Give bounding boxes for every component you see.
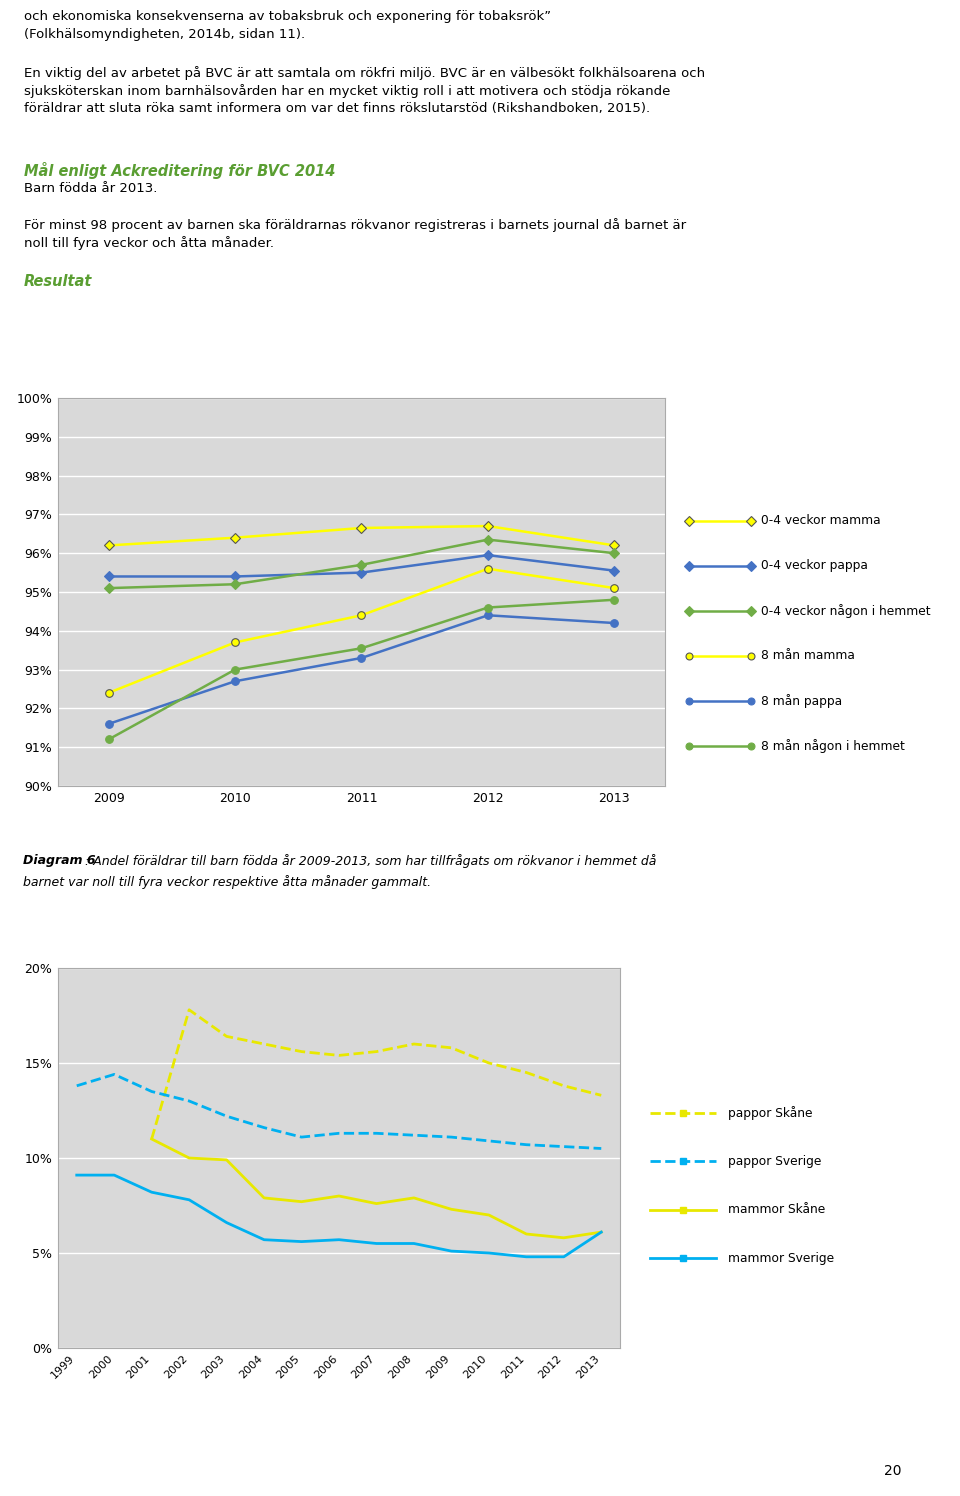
Text: barnet var noll till fyra veckor respektive åtta månader gammalt.: barnet var noll till fyra veckor respekt… [23, 875, 431, 889]
Text: Barn födda år 2013.: Barn födda år 2013. [24, 183, 157, 194]
Text: mammor Skåne: mammor Skåne [728, 1203, 825, 1216]
Text: pappor Skåne: pappor Skåne [728, 1106, 812, 1121]
Text: föräldrar att sluta röka samt informera om var det finns rökslutarstöd (Rikshand: föräldrar att sluta röka samt informera … [24, 102, 650, 115]
Text: 8 mån pappa: 8 mån pappa [761, 694, 843, 708]
Text: Mål enligt Ackreditering för BVC 2014: Mål enligt Ackreditering för BVC 2014 [24, 162, 335, 180]
Text: sjuksköterskan inom barnhälsovården har en mycket viktig roll i att motivera och: sjuksköterskan inom barnhälsovården har … [24, 84, 670, 97]
Text: noll till fyra veckor och åtta månader.: noll till fyra veckor och åtta månader. [24, 236, 274, 250]
Text: 0-4 veckor mamma: 0-4 veckor mamma [761, 515, 881, 528]
Text: : Andel föräldrar till barn födda år 2009-2013, som har tillfrågats om rökvanor : : Andel föräldrar till barn födda år 200… [85, 854, 657, 868]
Text: Diagram 6: Diagram 6 [23, 854, 96, 868]
Text: 8 mån någon i hemmet: 8 mån någon i hemmet [761, 739, 905, 752]
Text: (Folkhälsomyndigheten, 2014b, sidan 11).: (Folkhälsomyndigheten, 2014b, sidan 11). [24, 28, 305, 40]
Text: 0-4 veckor någon i hemmet: 0-4 veckor någon i hemmet [761, 604, 931, 618]
Text: och ekonomiska konsekvenserna av tobaksbruk och exponering för tobaksrök”: och ekonomiska konsekvenserna av tobaksb… [24, 10, 551, 22]
Text: mammor Sverige: mammor Sverige [728, 1252, 834, 1264]
Text: Resultat: Resultat [24, 274, 92, 289]
Text: En viktig del av arbetet på BVC är att samtala om rökfri miljö. BVC är en välbes: En viktig del av arbetet på BVC är att s… [24, 66, 706, 79]
Text: För minst 98 procent av barnen ska föräldrarnas rökvanor registreras i barnets j: För minst 98 procent av barnen ska föräl… [24, 218, 686, 232]
Text: pappor Sverige: pappor Sverige [728, 1155, 821, 1168]
Text: 0-4 veckor pappa: 0-4 veckor pappa [761, 560, 868, 573]
Text: 20: 20 [884, 1465, 901, 1478]
Text: 8 mån mamma: 8 mån mamma [761, 649, 855, 663]
